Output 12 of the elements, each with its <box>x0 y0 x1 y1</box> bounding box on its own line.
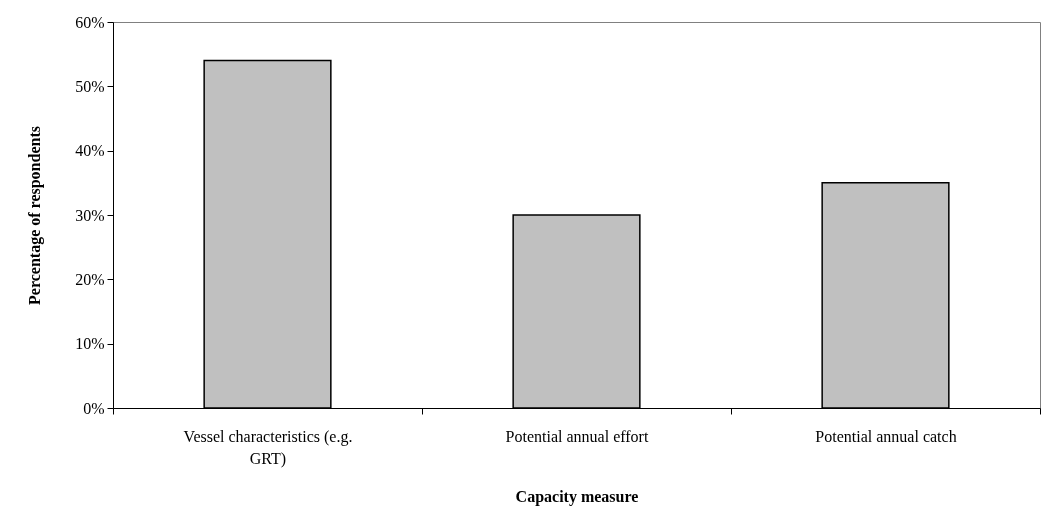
x-axis-title: Capacity measure <box>515 487 639 506</box>
y-tick-label: 60% <box>75 13 105 31</box>
y-tick-label: 0% <box>83 399 105 417</box>
y-axis-title: Percentage of respondents <box>26 126 45 305</box>
x-tick-label: Potential annual catch <box>815 427 957 445</box>
y-tick-label: 30% <box>75 206 105 224</box>
x-tick-label: Vessel characteristics (e.g. GRT) <box>183 427 353 468</box>
y-tick-label: 40% <box>75 142 105 160</box>
y-tick-label: 50% <box>75 77 105 95</box>
y-tick-label: 10% <box>75 335 105 353</box>
x-tick-label: Potential annual effort <box>505 427 649 445</box>
y-tick-label: 20% <box>75 270 105 288</box>
